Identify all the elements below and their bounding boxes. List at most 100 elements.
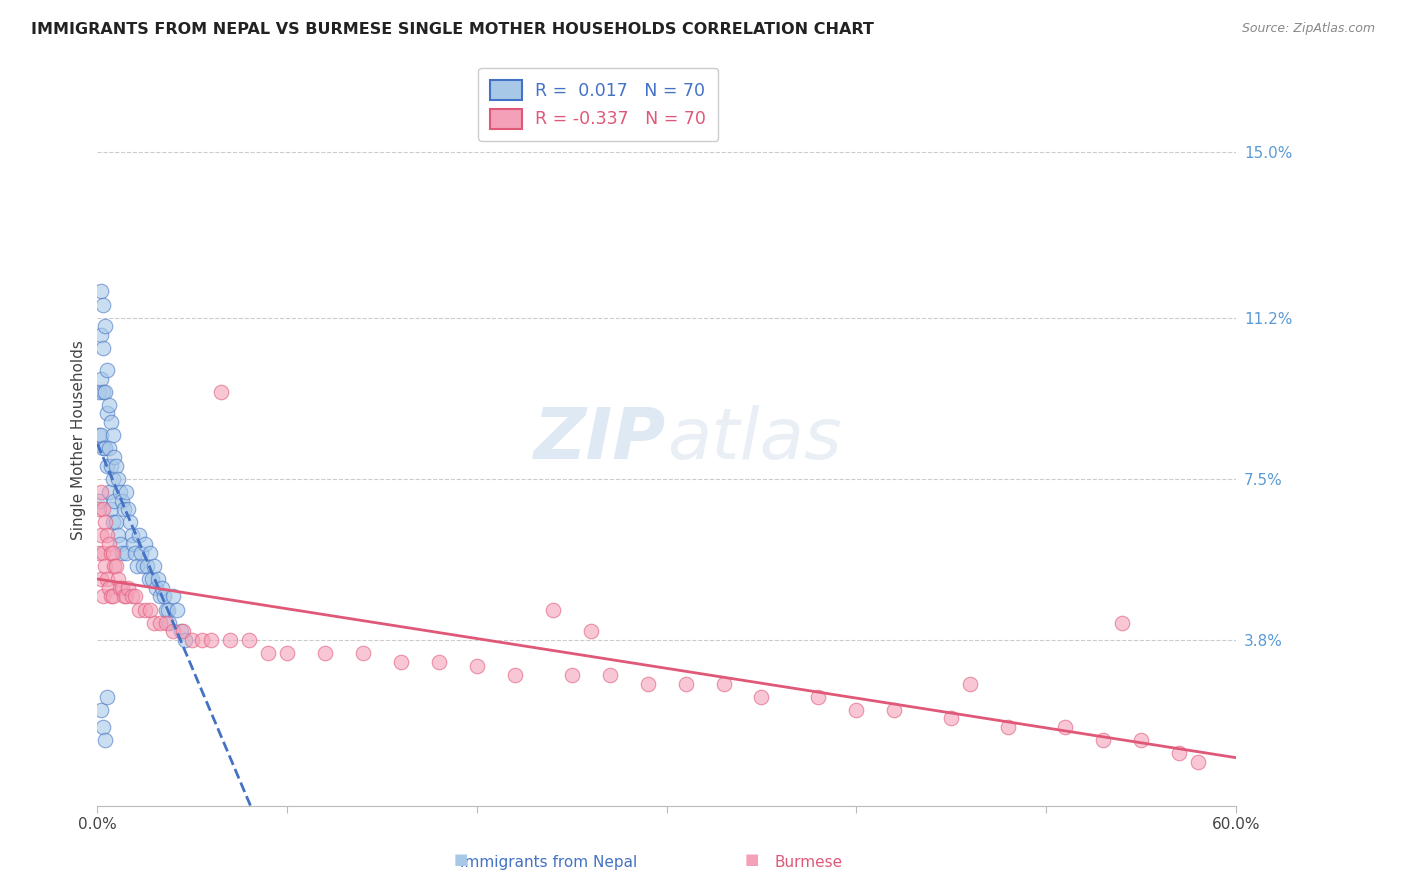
Point [114, 484, 136, 499]
Point [941, 711, 963, 725]
Point [97, 442, 120, 456]
Point [96, 363, 118, 377]
Point [1092, 733, 1115, 747]
Point [89, 546, 111, 560]
Point [90, 285, 112, 299]
Point [122, 537, 145, 551]
Point [389, 655, 412, 669]
Text: Immigrants from Nepal: Immigrants from Nepal [460, 855, 637, 870]
Point [96, 458, 118, 473]
Point [155, 615, 177, 630]
Point [100, 415, 122, 429]
Point [145, 581, 167, 595]
Text: Burmese: Burmese [775, 855, 842, 870]
Point [97, 398, 120, 412]
Point [91, 341, 114, 355]
Point [89, 428, 111, 442]
Point [111, 546, 134, 560]
Point [132, 558, 155, 573]
Point [90, 528, 112, 542]
Point [94, 384, 117, 399]
Point [162, 590, 184, 604]
Point [124, 590, 146, 604]
Point [89, 384, 111, 399]
Point [128, 602, 150, 616]
Point [959, 676, 981, 690]
Point [96, 690, 118, 704]
Point [94, 442, 117, 456]
Point [90, 703, 112, 717]
Point [91, 502, 114, 516]
Text: atlas: atlas [666, 405, 841, 474]
Point [149, 615, 172, 630]
Point [124, 546, 146, 560]
Point [121, 590, 143, 604]
Point [91, 720, 114, 734]
Point [172, 624, 194, 639]
Point [100, 458, 122, 473]
Point [238, 633, 260, 648]
Point [190, 633, 212, 648]
Point [209, 384, 232, 399]
Point [675, 676, 697, 690]
Point [159, 615, 181, 630]
Point [111, 493, 134, 508]
Point [503, 668, 526, 682]
Point [114, 546, 136, 560]
Point [170, 624, 193, 639]
Point [134, 537, 156, 551]
Point [94, 319, 117, 334]
Point [103, 558, 125, 573]
Point [89, 493, 111, 508]
Point [152, 590, 174, 604]
Point [155, 602, 177, 616]
Point [100, 590, 122, 604]
Point [173, 633, 195, 648]
Point [107, 572, 129, 586]
Point [111, 581, 134, 595]
Point [845, 703, 868, 717]
Point [100, 502, 122, 516]
Point [108, 484, 131, 499]
Text: ZIP: ZIP [534, 405, 666, 474]
Point [96, 406, 118, 420]
Point [807, 690, 830, 704]
Point [143, 558, 166, 573]
Point [97, 581, 120, 595]
Point [146, 572, 169, 586]
Point [139, 602, 162, 616]
Legend: R =  0.017   N = 70, R = -0.337   N = 70: R = 0.017 N = 70, R = -0.337 N = 70 [478, 68, 718, 141]
Point [579, 624, 602, 639]
Point [139, 546, 162, 560]
Point [90, 484, 112, 499]
Point [91, 384, 114, 399]
Point [89, 502, 111, 516]
Point [427, 655, 450, 669]
Point [129, 546, 152, 560]
Text: ■: ■ [454, 852, 468, 867]
Point [90, 572, 112, 586]
Point [276, 646, 298, 660]
Point [91, 297, 114, 311]
Point [97, 537, 120, 551]
Y-axis label: Single Mother Households: Single Mother Households [72, 340, 86, 540]
Point [101, 546, 124, 560]
Point [90, 328, 112, 343]
Point [103, 450, 125, 464]
Point [105, 516, 128, 530]
Text: Source: ZipAtlas.com: Source: ZipAtlas.com [1241, 22, 1375, 36]
Point [1168, 747, 1191, 761]
Point [1187, 755, 1209, 769]
Point [101, 516, 124, 530]
Point [181, 633, 204, 648]
Point [96, 528, 118, 542]
Point [166, 602, 188, 616]
Point [200, 633, 222, 648]
Point [121, 528, 143, 542]
Point [1111, 615, 1133, 630]
Point [135, 558, 157, 573]
Point [96, 572, 118, 586]
Point [114, 590, 136, 604]
Point [637, 676, 659, 690]
Point [117, 502, 139, 516]
